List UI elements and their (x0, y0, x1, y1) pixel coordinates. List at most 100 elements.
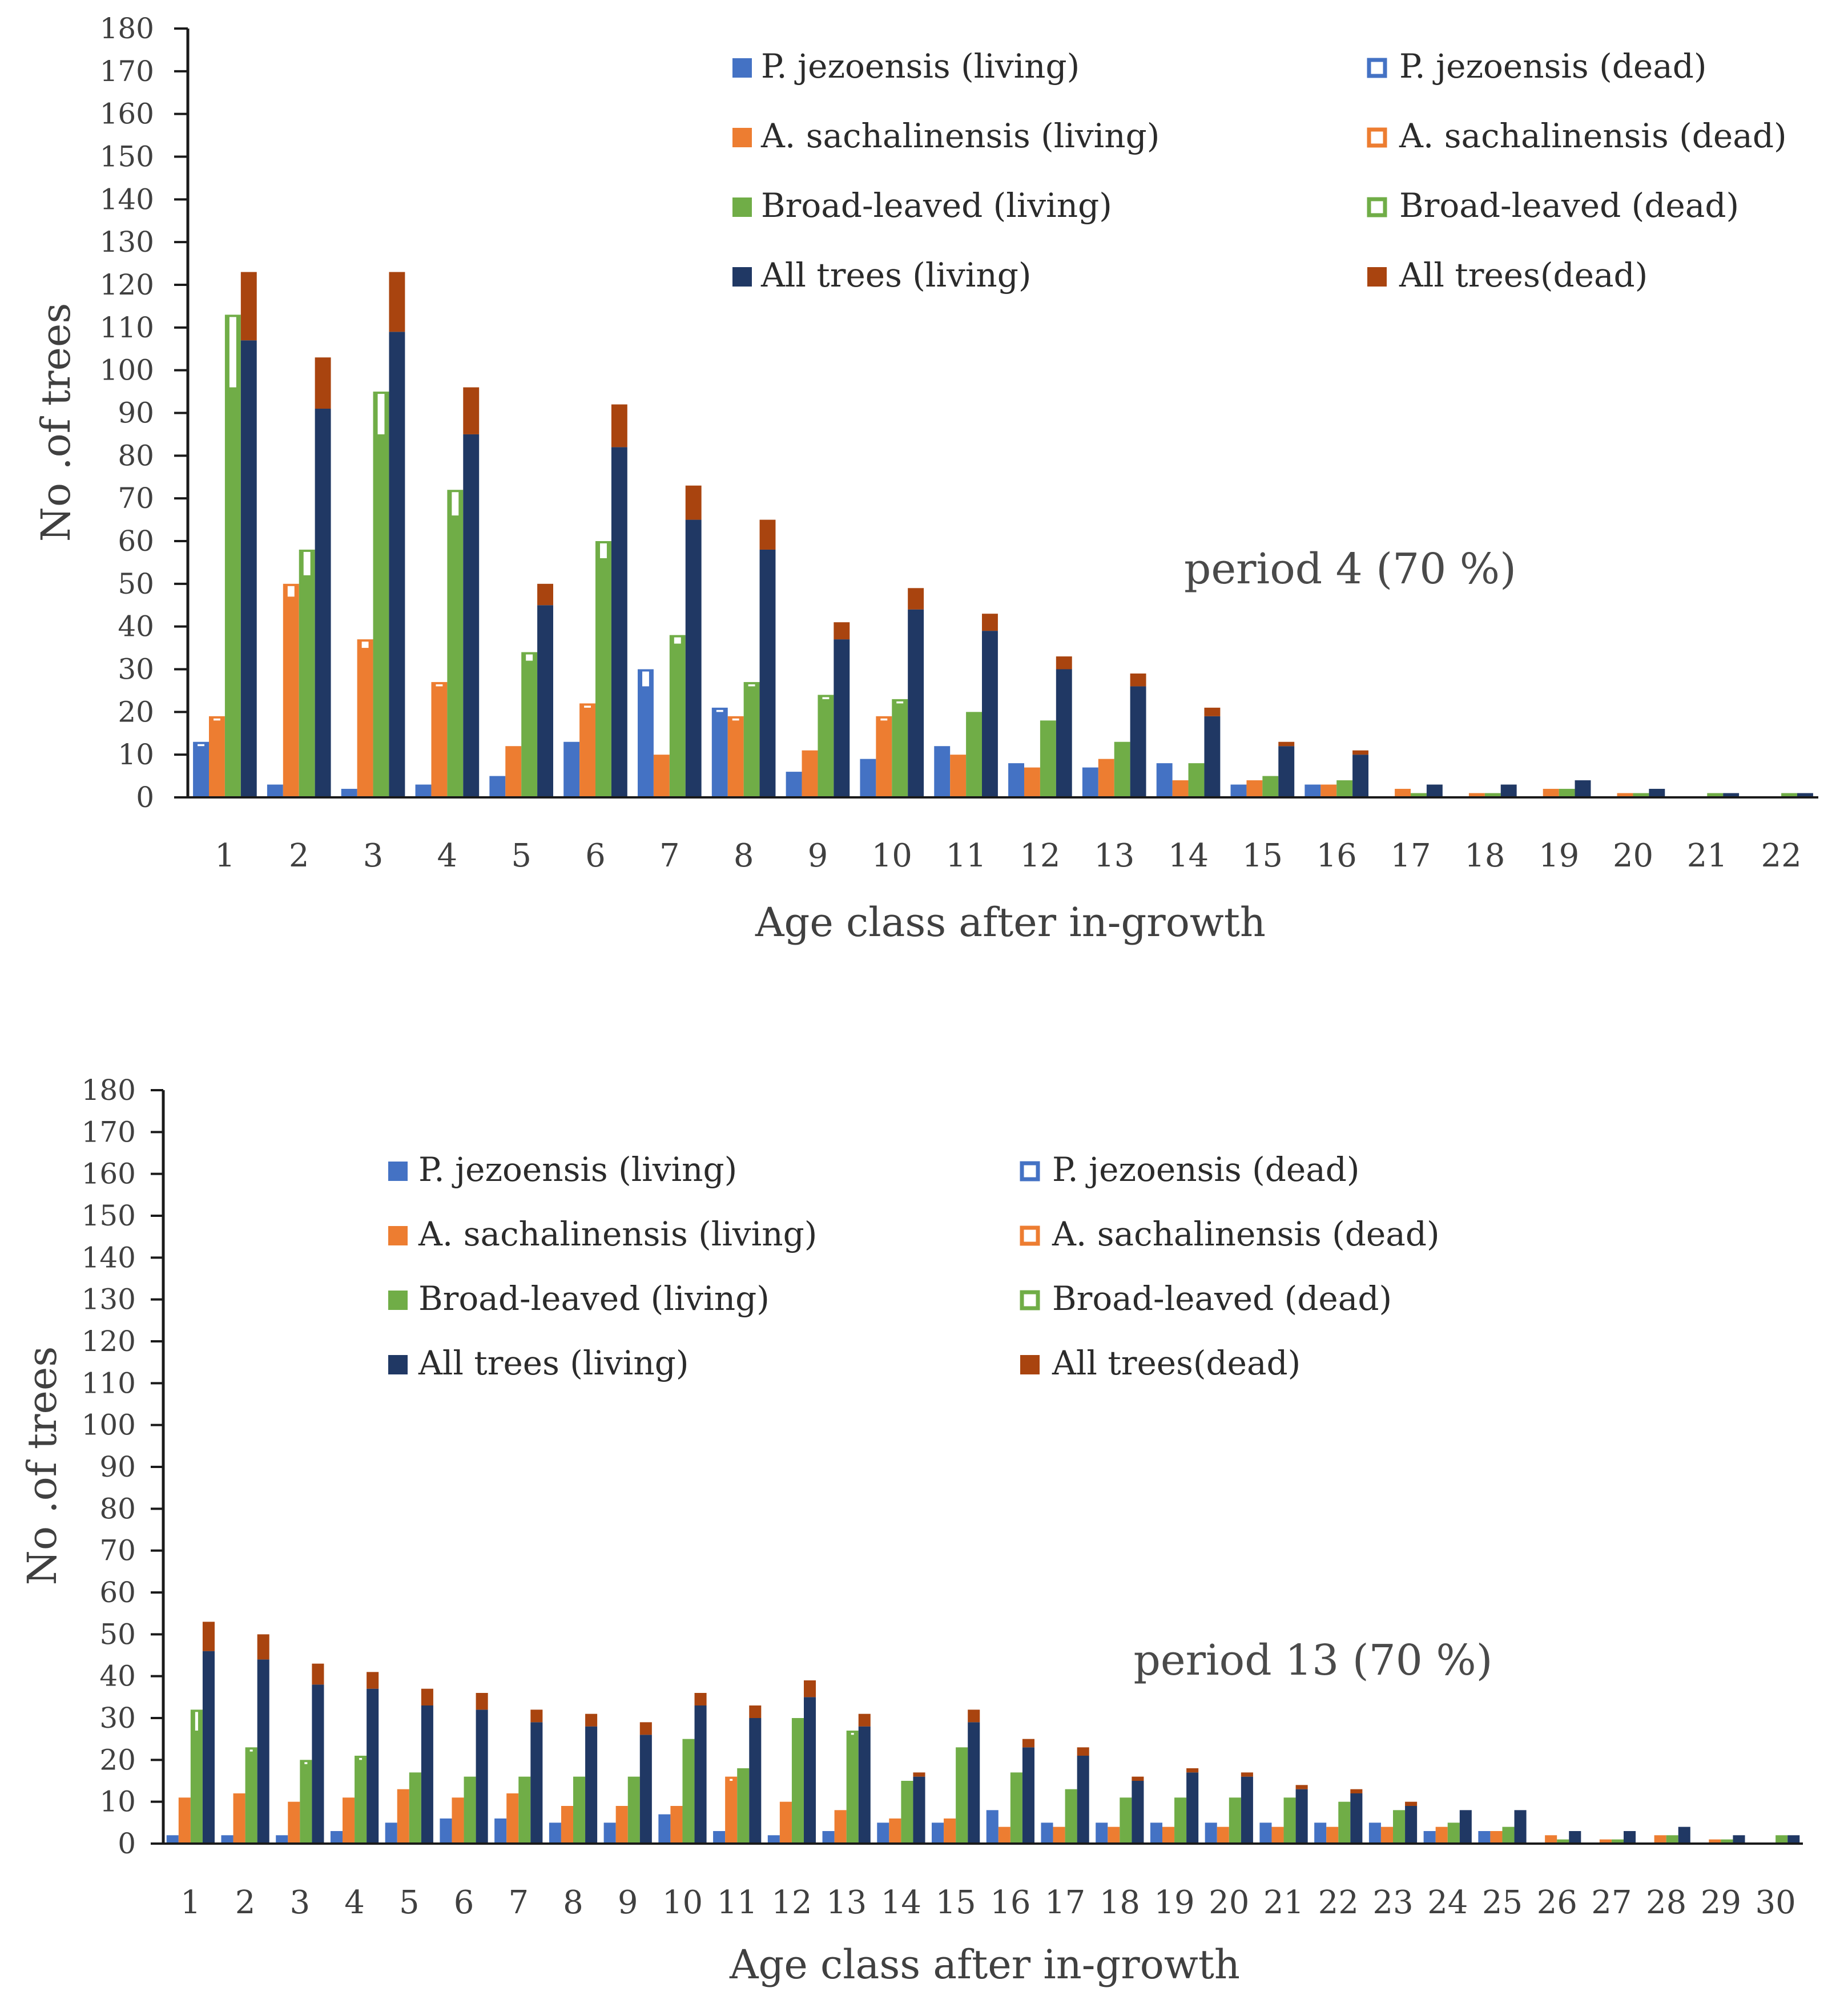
bar-bl-living (1559, 789, 1575, 797)
bar-pj-living (1314, 1822, 1327, 1844)
bar-as-living (727, 716, 744, 797)
legend-label-pj-living: P. jezoensis (living) (418, 1150, 737, 1189)
legend-label-all-living: All trees (living) (418, 1344, 689, 1382)
x-tick-label: 14 (1168, 837, 1209, 874)
bar-bl-dead (748, 684, 755, 687)
legend-item-bl-living: Broad-leaved (living) (732, 186, 1112, 225)
y-tick-label: 130 (82, 1283, 136, 1316)
bar-all-trees-dead (1186, 1768, 1199, 1773)
x-tick-label: 14 (881, 1884, 921, 1921)
bar-all-trees-dead (1022, 1739, 1034, 1748)
bar-as-living (1468, 793, 1485, 797)
legend-swatch-bl-dead (1367, 197, 1387, 217)
bar-as-dead (584, 705, 591, 708)
legend-label-bl-dead: Broad-leaved (dead) (1399, 186, 1739, 225)
y-tick-label: 80 (99, 1492, 136, 1525)
bar-as-dead (287, 586, 295, 597)
bar-bl-living (447, 490, 464, 797)
bar-bl-living (1666, 1835, 1678, 1844)
bar-all-trees-living (1130, 686, 1146, 797)
legend-item-as-dead: A. sachalinensis (dead) (1020, 1215, 1440, 1253)
bar-bl-living (901, 1781, 913, 1844)
legend-item-all-living: All trees (living) (388, 1344, 689, 1382)
legend-item-pj-living: P. jezoensis (living) (732, 47, 1080, 86)
bar-pj-living (1230, 784, 1247, 797)
bar-bl-living (627, 1776, 640, 1844)
x-tick-label: 6 (585, 837, 606, 874)
x-tick-label: 12 (1020, 837, 1060, 874)
x-tick-label: 25 (1482, 1884, 1523, 1921)
x-tick-label: 17 (1045, 1884, 1085, 1921)
bar-all-trees-dead (537, 583, 554, 606)
bar-pj-living (494, 1818, 507, 1844)
bar-bl-dead (195, 1712, 198, 1731)
y-tick-label: 80 (118, 439, 154, 472)
bar-pj-living (193, 741, 209, 797)
y-tick-label: 110 (82, 1366, 136, 1400)
x-tick-label: 30 (1756, 1884, 1796, 1921)
bar-bl-living (409, 1772, 421, 1844)
bar-bl-living (791, 1718, 804, 1844)
bar-bl-dead (600, 543, 607, 558)
bar-all-trees-living (1295, 1789, 1308, 1844)
bar-all-trees-living (1569, 1831, 1581, 1844)
bar-as-living (283, 583, 299, 797)
bar-all-trees-dead (685, 485, 702, 520)
bar-bl-living (1010, 1772, 1022, 1844)
bar-as-living (1617, 793, 1633, 797)
bar-bl-living (224, 314, 241, 797)
bar-all-trees-living (639, 1735, 652, 1844)
bar-bl-living (1781, 793, 1798, 797)
bar-all-trees-living (202, 1651, 215, 1844)
bar-bl-dead (229, 317, 236, 388)
x-tick-label: 5 (399, 1884, 420, 1921)
bar-as-living (343, 1797, 355, 1844)
y-tick-label: 100 (100, 354, 154, 387)
bar-bl-living (1633, 793, 1649, 797)
bar-as-living (950, 755, 967, 797)
bar-bl-living (1721, 1839, 1733, 1844)
bar-pj-living (637, 669, 654, 797)
bar-pj-living (1156, 763, 1173, 797)
y-tick-label: 120 (100, 268, 154, 301)
bar-pj-living (267, 784, 283, 797)
bar-all-trees-living (982, 631, 998, 797)
legend-item-as-living: A. sachalinensis (living) (388, 1215, 817, 1253)
bar-bl-dead (249, 1749, 253, 1752)
bars (166, 1622, 1800, 1844)
bar-as-living (1172, 780, 1189, 797)
x-tick-label: 16 (990, 1884, 1030, 1921)
bar-pj-living (1096, 1822, 1108, 1844)
bar-as-living (506, 1793, 519, 1844)
bar-bl-dead (851, 1733, 854, 1735)
x-tick-label: 15 (936, 1884, 976, 1921)
y-tick-label: 50 (118, 567, 154, 600)
bar-pj-living (934, 746, 951, 797)
bar-all-trees-living (1575, 780, 1591, 797)
bar-all-trees-dead (803, 1680, 816, 1697)
bar-bl-dead (526, 654, 533, 661)
bar-bl-living (1411, 793, 1427, 797)
legend-label-bl-living: Broad-leaved (living) (761, 186, 1112, 225)
bar-all-trees-dead (968, 1709, 980, 1723)
legend-label-as-living: A. sachalinensis (living) (760, 116, 1159, 155)
bar-all-trees-living (1797, 793, 1813, 797)
bar-all-trees-dead (1278, 741, 1295, 747)
bars (193, 272, 1813, 797)
bar-pj-living (415, 784, 432, 797)
chart-period-4: 0102030405060708090100110120130140150160… (33, 12, 1818, 946)
bar-bl-living (1484, 793, 1501, 797)
x-tick-label: 12 (771, 1884, 812, 1921)
legend-label-all-dead: All trees(dead) (1052, 1344, 1301, 1382)
bar-as-living (178, 1797, 191, 1844)
bar-all-trees-living (389, 332, 405, 797)
bar-all-trees-dead (421, 1688, 433, 1705)
legend: P. jezoensis (living) P. jezoensis (dead… (388, 1150, 1440, 1382)
bar-pj-living (1259, 1822, 1272, 1844)
bar-bl-living (573, 1776, 586, 1844)
bar-pj-living (860, 759, 876, 797)
bar-bl-living (373, 392, 389, 797)
bar-bl-dead (359, 1758, 363, 1760)
x-tick-label: 9 (808, 837, 828, 874)
y-tick-label: 170 (100, 55, 154, 88)
